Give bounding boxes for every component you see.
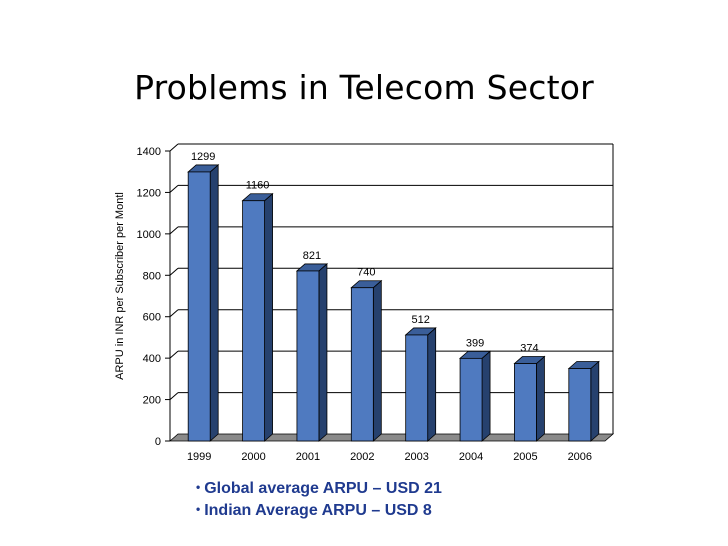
data-label: 1299 — [191, 151, 215, 163]
y-tick-label: 1200 — [137, 187, 161, 199]
bar-side — [481, 350, 491, 442]
bar — [514, 363, 537, 442]
bar-side — [427, 327, 437, 442]
bullet-dot-icon: • — [196, 502, 201, 516]
x-tick-label: 1999 — [187, 451, 211, 463]
gridline-depth — [169, 350, 179, 359]
chart-floor — [168, 433, 615, 442]
bar — [187, 171, 211, 442]
y-tick-label: 600 — [143, 312, 161, 324]
bullet-indian-arpu-text: Indian Average ARPU – USD 8 — [204, 502, 432, 519]
gridline-depth — [169, 226, 179, 235]
x-tick-label: 2000 — [241, 451, 265, 463]
y-tick-label: 1400 — [137, 146, 161, 158]
gridline-depth — [169, 267, 179, 276]
gridline-depth — [169, 309, 179, 318]
bullet-dot-icon: • — [196, 480, 201, 494]
bullet-global-arpu-text: Global average ARPU – USD 21 — [204, 480, 442, 497]
y-axis-label: ARPU in INR per Subscriber per Montl — [114, 192, 126, 380]
data-label: 374 — [520, 343, 538, 355]
y-tick-label: 1000 — [137, 229, 161, 241]
data-label: 821 — [303, 250, 321, 262]
y-tick-label: 400 — [143, 353, 161, 365]
bar-side — [590, 360, 600, 442]
bullet-global-arpu: • Global average ARPU – USD 21 — [196, 478, 442, 500]
bar-side — [372, 279, 382, 442]
data-label: 740 — [357, 267, 375, 279]
gridline-depth — [169, 185, 179, 193]
slide-title: Problems in Telecom Sector — [134, 68, 594, 107]
bar — [350, 287, 374, 442]
bar-side — [209, 164, 219, 442]
bar — [568, 368, 592, 442]
data-label: 1160 — [246, 180, 270, 192]
x-tick-label: 2004 — [459, 451, 483, 463]
x-tick-label: 2006 — [568, 451, 592, 463]
x-tick-label: 2005 — [513, 451, 537, 463]
x-tick-label: 2003 — [404, 451, 428, 463]
bar — [405, 334, 429, 442]
gridline-depth — [169, 392, 179, 400]
y-tick-label: 200 — [143, 395, 161, 407]
bar — [242, 200, 265, 442]
x-tick-label: 2001 — [296, 451, 320, 463]
bullet-list: • Global average ARPU – USD 21 • Indian Av… — [196, 478, 442, 522]
data-label: 512 — [412, 314, 430, 326]
y-tick-label: 800 — [143, 270, 161, 282]
bar-side — [536, 355, 545, 442]
bar-side — [264, 192, 273, 442]
bar-side — [318, 263, 328, 442]
x-tick-label: 2002 — [350, 451, 374, 463]
bullet-indian-arpu: • Indian Average ARPU – USD 8 — [196, 500, 442, 522]
y-tick-label: 0 — [155, 436, 161, 448]
bar — [296, 270, 320, 442]
gridline-depth — [169, 143, 179, 152]
data-label: 399 — [466, 337, 484, 349]
bar — [459, 357, 483, 442]
